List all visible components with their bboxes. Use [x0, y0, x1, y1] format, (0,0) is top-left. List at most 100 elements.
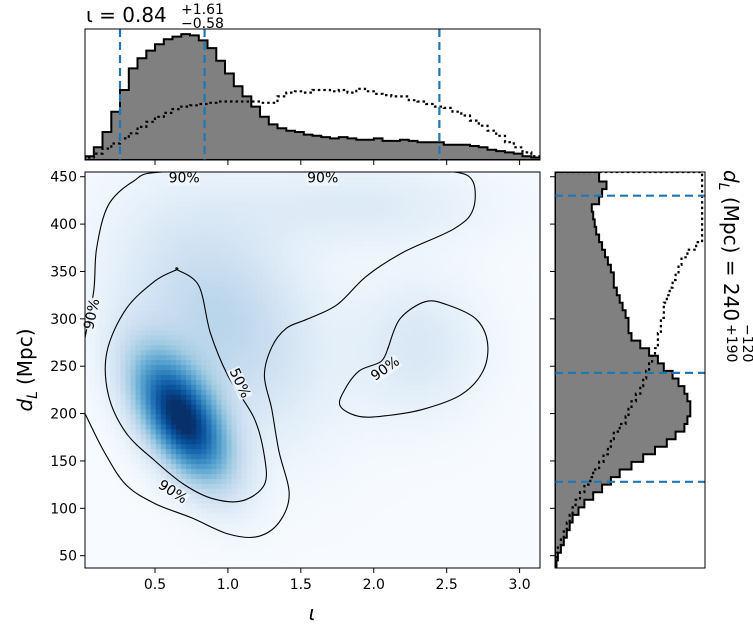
heatmap-cell — [262, 182, 268, 188]
heatmap-cell — [277, 217, 283, 223]
heatmap-cell — [176, 231, 182, 237]
heatmap-cell — [368, 207, 374, 213]
heatmap-cell — [211, 330, 217, 336]
heatmap-cell — [110, 256, 116, 262]
heatmap-cell — [368, 177, 374, 183]
heatmap-cell — [378, 316, 384, 322]
heatmap-cell — [136, 523, 142, 529]
heatmap-cell — [227, 241, 233, 247]
heatmap-cell — [222, 226, 228, 232]
heatmap-cell — [368, 256, 374, 262]
heatmap-cell — [393, 420, 399, 426]
heatmap-cell — [120, 439, 126, 445]
heatmap-cell — [176, 187, 182, 193]
heatmap-cell — [242, 424, 248, 430]
heatmap-cell — [313, 548, 319, 554]
heatmap-cell — [105, 246, 111, 252]
heatmap-cell — [348, 325, 354, 331]
heatmap-cell — [196, 345, 202, 351]
heatmap-cell — [343, 504, 349, 510]
heatmap-cell — [242, 469, 248, 475]
heatmap-cell — [181, 528, 187, 534]
heatmap-cell — [373, 464, 379, 470]
heatmap-cell — [242, 276, 248, 282]
heatmap-cell — [353, 519, 359, 525]
heatmap-cell — [227, 182, 233, 188]
heatmap-cell — [343, 400, 349, 406]
heatmap-cell — [110, 251, 116, 257]
heatmap-cell — [272, 266, 278, 272]
heatmap-cell — [151, 439, 157, 445]
heatmap-cell — [242, 449, 248, 455]
heatmap-cell — [282, 543, 288, 549]
heatmap-cell — [95, 543, 101, 549]
heatmap-cell — [348, 251, 354, 257]
heatmap-cell — [313, 543, 319, 549]
heatmap-cell — [247, 449, 253, 455]
heatmap-cell — [252, 340, 258, 346]
heatmap-cell — [120, 434, 126, 440]
heatmap-cell — [166, 464, 172, 470]
heatmap-cell — [252, 375, 258, 381]
heatmap-cell — [216, 375, 222, 381]
heatmap-cell — [393, 296, 399, 302]
heatmap-cell — [272, 499, 278, 505]
heatmap-cell — [156, 429, 162, 435]
heatmap-cell — [307, 306, 313, 312]
heatmap-cell — [166, 311, 172, 317]
heatmap-cell — [237, 548, 243, 554]
heatmap-cell — [343, 355, 349, 361]
heatmap-cell — [297, 370, 303, 376]
heatmap-cell — [105, 241, 111, 247]
heatmap-cell — [211, 370, 217, 376]
heatmap-cell — [120, 420, 126, 426]
heatmap-cell — [398, 202, 404, 208]
heatmap-cell — [287, 350, 293, 356]
heatmap-cell — [262, 311, 268, 317]
heatmap-cell — [131, 306, 137, 312]
heatmap-cell — [353, 410, 359, 416]
heatmap-cell — [206, 548, 212, 554]
heatmap-cell — [242, 489, 248, 495]
heatmap-cell — [378, 474, 384, 480]
heatmap-cell — [272, 380, 278, 386]
heatmap-cell — [141, 365, 147, 371]
heatmap-cell — [120, 464, 126, 470]
heatmap-cell — [373, 509, 379, 515]
heatmap-cell — [186, 400, 192, 406]
heatmap-cell — [338, 410, 344, 416]
heatmap-cell — [343, 182, 349, 188]
heatmap-cell — [232, 355, 238, 361]
heatmap-cell — [206, 499, 212, 505]
heatmap-cell — [105, 538, 111, 544]
heatmap-cell — [242, 548, 248, 554]
heatmap-cell — [166, 538, 172, 544]
heatmap-cell — [297, 301, 303, 307]
heatmap-cell — [282, 434, 288, 440]
heatmap-cell — [378, 415, 384, 421]
heatmap-cell — [368, 316, 374, 322]
heatmap-cell — [333, 207, 339, 213]
heatmap-cell — [211, 306, 217, 312]
heatmap-cell — [120, 514, 126, 520]
heatmap-cell — [196, 276, 202, 282]
heatmap-cell — [176, 405, 182, 411]
heatmap-cell — [323, 434, 329, 440]
heatmap-cell — [353, 217, 359, 223]
heatmap-cell — [191, 256, 197, 262]
heatmap-cell — [302, 340, 308, 346]
heatmap-cell — [211, 489, 217, 495]
heatmap-cell — [206, 395, 212, 401]
heatmap-cell — [191, 405, 197, 411]
heatmap-cell — [201, 236, 207, 242]
heatmap-cell — [131, 350, 137, 356]
heatmap-cell — [393, 286, 399, 292]
heatmap-cell — [363, 509, 369, 515]
heatmap-cell — [378, 543, 384, 549]
heatmap-cell — [277, 464, 283, 470]
heatmap-cell — [287, 459, 293, 465]
heatmap-cell — [141, 261, 147, 267]
heatmap-cell — [95, 261, 101, 267]
heatmap-cell — [141, 400, 147, 406]
heatmap-cell — [267, 538, 273, 544]
